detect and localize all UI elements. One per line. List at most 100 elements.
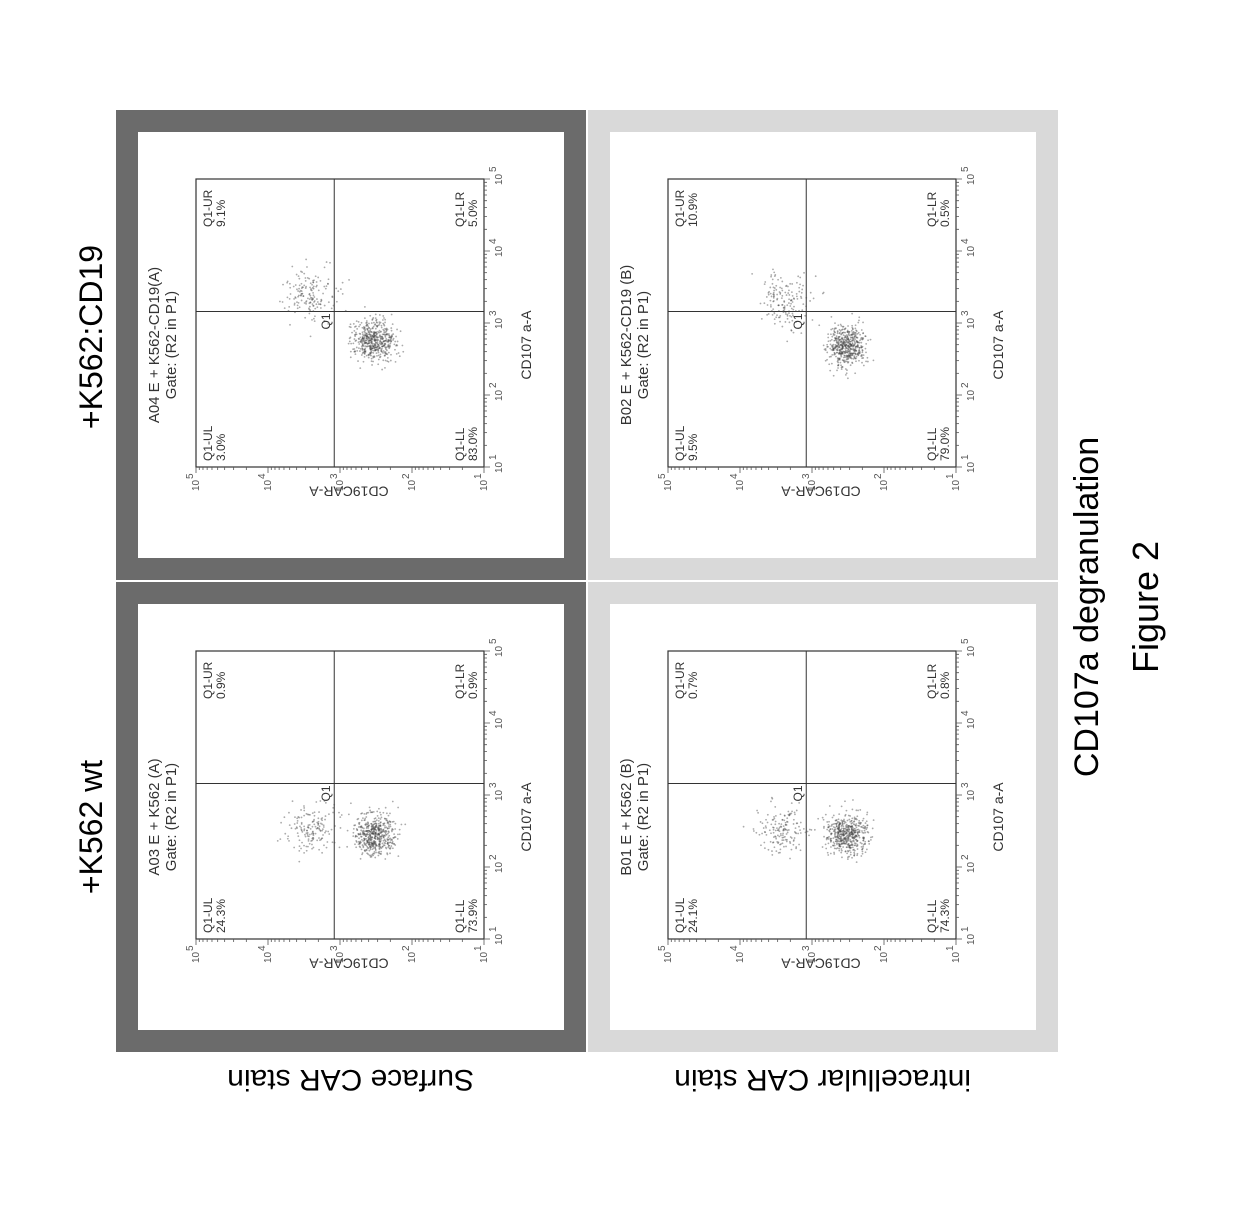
svg-text:10: 10 (494, 173, 505, 185)
svg-text:5.0%: 5.0% (466, 199, 480, 227)
svg-text:5: 5 (657, 945, 668, 951)
svg-text:Q1-UL: Q1-UL (673, 897, 687, 933)
svg-text:10: 10 (494, 245, 505, 257)
svg-text:Q1-LL: Q1-LL (925, 427, 939, 461)
svg-text:5: 5 (960, 167, 971, 172)
plot-title-A03: A03 E + K562 (A) (146, 610, 163, 1024)
svg-text:4: 4 (960, 238, 971, 244)
svg-text:10: 10 (407, 951, 418, 963)
row-label-top: Surface CAR stain (116, 1054, 586, 1104)
svg-text:4: 4 (488, 238, 499, 244)
plot-title-B02: B02 E + K562-CD19 (B) (618, 138, 635, 552)
svg-text:10: 10 (807, 479, 818, 491)
svg-text:5: 5 (960, 639, 971, 644)
svg-text:4: 4 (960, 710, 971, 716)
svg-text:Q1: Q1 (791, 313, 805, 329)
plot-gate-A04: Gate: (R2 in P1) (163, 138, 180, 552)
svg-text:Q1-UL: Q1-UL (201, 897, 215, 933)
svg-text:10: 10 (494, 861, 505, 873)
svg-text:10: 10 (407, 479, 418, 491)
svg-text:Q1: Q1 (319, 313, 333, 329)
svg-text:2: 2 (488, 854, 499, 860)
svg-text:10: 10 (966, 861, 977, 873)
svg-text:1: 1 (960, 926, 971, 932)
svg-text:0.8%: 0.8% (938, 671, 952, 699)
svg-text:10: 10 (335, 479, 346, 491)
svg-text:2: 2 (401, 945, 412, 951)
svg-text:2: 2 (960, 382, 971, 388)
svg-text:0.9%: 0.9% (466, 671, 480, 699)
svg-text:79.0%: 79.0% (938, 427, 952, 461)
svg-text:10: 10 (879, 951, 890, 963)
plot-title-A04: A04 E + K562-CD19(A) (146, 138, 163, 552)
svg-text:10: 10 (479, 479, 490, 491)
svg-text:1: 1 (488, 926, 499, 932)
svg-text:10: 10 (494, 389, 505, 401)
scatter-plot-B01: 101101102102103103104104105105Q1Q1-UL24.… (656, 639, 986, 969)
panel-grid: Surface CAR stain A03 E + K562 (A) Gate:… (116, 110, 1058, 1104)
x-axis-label: CD107 a-A (990, 610, 1006, 1024)
plot-wrap-A04: A04 E + K562-CD19(A) Gate: (R2 in P1) CD… (138, 132, 564, 558)
svg-text:3.0%: 3.0% (214, 433, 228, 461)
svg-text:5: 5 (488, 167, 499, 172)
plot-gate-B01: Gate: (R2 in P1) (635, 610, 652, 1024)
scatter-plot-B02: 101101102102103103104104105105Q1Q1-UL9.5… (656, 167, 986, 497)
svg-text:10: 10 (494, 789, 505, 801)
panel-A04: A04 E + K562-CD19(A) Gate: (R2 in P1) CD… (116, 110, 586, 580)
svg-text:10: 10 (494, 933, 505, 945)
plot-area-A04: CD19CAR-A 101101102102103103104104105105… (184, 165, 514, 525)
svg-text:3: 3 (329, 473, 340, 479)
scatter-plot-A03: 101101102102103103104104105105Q1Q1-UL24.… (184, 639, 514, 969)
svg-text:10: 10 (966, 933, 977, 945)
svg-text:4: 4 (488, 710, 499, 716)
svg-text:Q1-UR: Q1-UR (201, 189, 215, 227)
svg-text:1: 1 (960, 454, 971, 460)
svg-text:10: 10 (966, 317, 977, 329)
svg-text:73.9%: 73.9% (466, 899, 480, 933)
svg-text:10.9%: 10.9% (686, 193, 700, 227)
svg-text:1: 1 (473, 473, 484, 479)
panel-A03: A03 E + K562 (A) Gate: (R2 in P1) CD19CA… (116, 582, 586, 1052)
svg-text:1: 1 (945, 473, 956, 479)
svg-text:5: 5 (488, 639, 499, 644)
svg-text:10: 10 (735, 951, 746, 963)
svg-text:83.0%: 83.0% (466, 427, 480, 461)
svg-text:3: 3 (488, 782, 499, 788)
svg-text:9.5%: 9.5% (686, 433, 700, 461)
svg-text:3: 3 (801, 473, 812, 479)
svg-text:1: 1 (945, 945, 956, 951)
svg-text:10: 10 (966, 789, 977, 801)
svg-text:Q1-UL: Q1-UL (673, 425, 687, 461)
plot-wrap-A03: A03 E + K562 (A) Gate: (R2 in P1) CD19CA… (138, 604, 564, 1030)
svg-text:10: 10 (966, 389, 977, 401)
svg-text:Q1-LR: Q1-LR (925, 191, 939, 227)
svg-text:10: 10 (335, 951, 346, 963)
svg-text:3: 3 (960, 310, 971, 316)
plot-gate-A03: Gate: (R2 in P1) (163, 610, 180, 1024)
plot-gate-B02: Gate: (R2 in P1) (635, 138, 652, 552)
svg-text:10: 10 (191, 951, 202, 963)
svg-text:10: 10 (263, 479, 274, 491)
svg-text:10: 10 (663, 951, 674, 963)
svg-text:Q1-LR: Q1-LR (925, 663, 939, 699)
svg-text:Q1: Q1 (791, 785, 805, 801)
svg-text:10: 10 (191, 479, 202, 491)
svg-text:10: 10 (494, 317, 505, 329)
svg-text:10: 10 (494, 645, 505, 657)
plot-area-B01: CD19CAR-A 101101102102103103104104105105… (656, 637, 986, 997)
scatter-plot-A04: 101101102102103103104104105105Q1Q1-UL3.0… (184, 167, 514, 497)
plot-wrap-B02: B02 E + K562-CD19 (B) Gate: (R2 in P1) C… (610, 132, 1036, 558)
svg-text:10: 10 (966, 245, 977, 257)
row-label-bottom: intracellular CAR stain (588, 1054, 1058, 1104)
svg-text:10: 10 (494, 717, 505, 729)
svg-text:9.1%: 9.1% (214, 199, 228, 227)
svg-text:2: 2 (401, 473, 412, 479)
svg-text:10: 10 (951, 479, 962, 491)
svg-text:10: 10 (966, 461, 977, 473)
svg-text:2: 2 (488, 382, 499, 388)
plot-area-B02: CD19CAR-A 101101102102103103104104105105… (656, 165, 986, 525)
svg-text:3: 3 (329, 945, 340, 951)
svg-text:3: 3 (801, 945, 812, 951)
svg-text:5: 5 (657, 473, 668, 479)
x-axis-label: CD107 a-A (518, 610, 534, 1024)
